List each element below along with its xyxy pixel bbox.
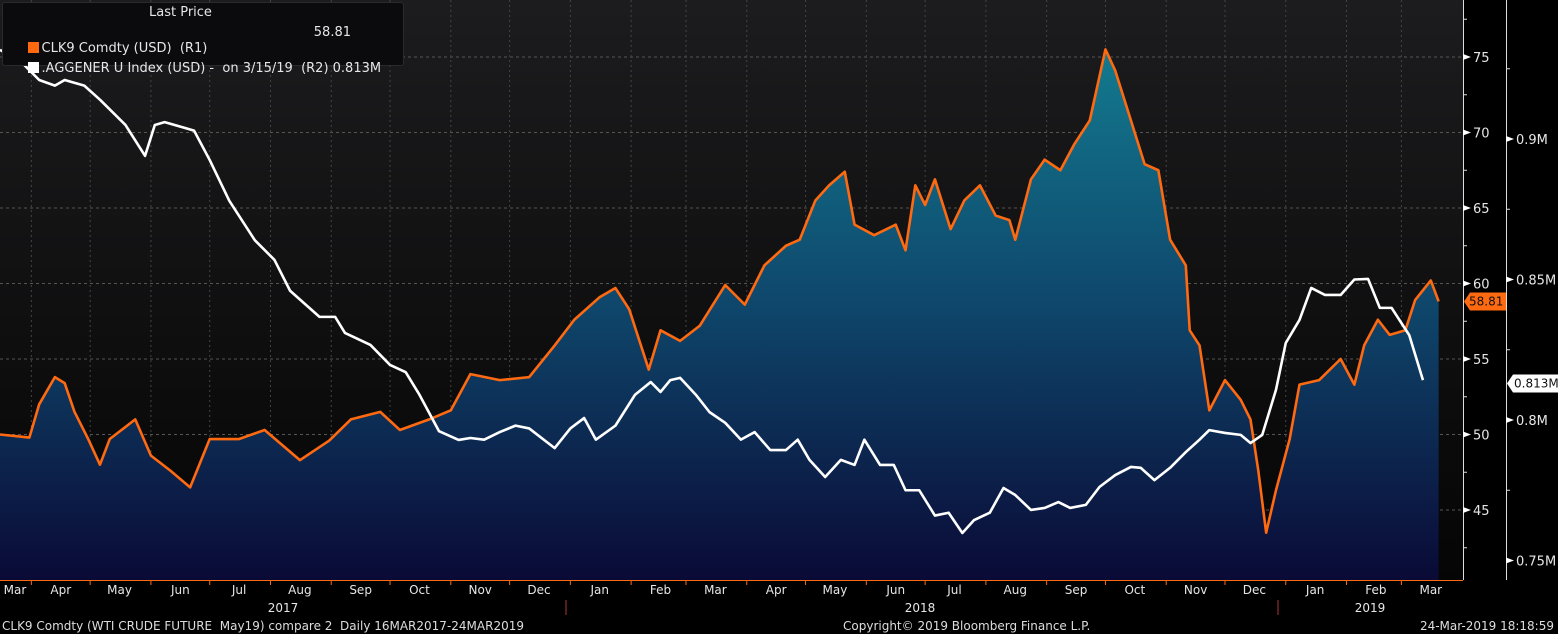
r1-tick-marker (1463, 129, 1471, 136)
r2-tick-marker (1506, 557, 1514, 564)
month-label: Nov (1184, 583, 1207, 597)
r1-tick-label: 75 (1473, 51, 1490, 66)
month-label: Jul (946, 583, 961, 597)
aggener-last-value: 0.813M (1514, 376, 1558, 390)
r1-tick-label: 60 (1473, 278, 1490, 293)
month-label: Mar (4, 583, 27, 597)
month-label: Mar (1419, 583, 1442, 597)
clk9-series-line (0, 48, 1440, 534)
r2-tick-marker (1506, 417, 1514, 423)
month-label: Dec (527, 583, 550, 597)
month-label: Dec (1243, 583, 1266, 597)
month-label: Aug (1004, 583, 1027, 597)
legend-label: CLK9 Comdty (USD) (R1) (41, 41, 208, 56)
r1-tick-label: 50 (1473, 429, 1490, 444)
footer-copyright: Copyright© 2019 Bloomberg Finance L.P. (843, 619, 1091, 633)
year-label: 2019 (1355, 601, 1386, 615)
r2-tick-label: 0.8M (1516, 414, 1548, 429)
orange-swatch-icon (27, 42, 39, 53)
month-label: Mar (704, 583, 727, 597)
month-label: Jun (170, 583, 190, 597)
r1-tick-label: 70 (1473, 127, 1490, 142)
month-label: Jan (1305, 583, 1325, 597)
legend-label: .AGGENER U Index (USD) - on 3/15/19 (R2)… (41, 61, 382, 76)
aggener-last-value-tag (1507, 374, 1558, 393)
legend-item-aggener: .AGGENER U Index (USD) - on 3/15/19 (R2)… (11, 45, 381, 93)
r1-tick-marker (1463, 431, 1471, 438)
r1-tick-marker (1463, 280, 1471, 287)
month-label: Jul (231, 583, 246, 597)
footer-timestamp: 24-Mar-2019 18:18:59 (1419, 619, 1554, 633)
month-label: Feb (1365, 583, 1386, 597)
month-label: Aug (288, 583, 311, 597)
year-label: 2017 (268, 601, 299, 615)
r1-tick-marker (1463, 507, 1471, 513)
aggener-series-line (0, 48, 1425, 535)
month-label: May (107, 583, 132, 597)
month-label: Sep (349, 583, 372, 597)
footer-security-info: CLK9 Comdty (WTI CRUDE FUTURE May19) com… (2, 619, 524, 633)
month-label: Oct (1124, 583, 1145, 597)
clk9-last-value: 58.81 (1469, 294, 1503, 308)
r1-tick-label: 45 (1473, 504, 1490, 519)
r1-tick-marker (1463, 205, 1471, 211)
month-label: Apr (50, 583, 71, 597)
r1-tick-marker (1463, 356, 1471, 362)
legend-header: Last Price (149, 5, 212, 20)
r2-tick-label: 0.9M (1516, 133, 1548, 148)
r2-tick-marker (1506, 136, 1514, 142)
month-label: May (823, 583, 848, 597)
r1-tick-label: 65 (1473, 202, 1490, 217)
month-label: Jun (885, 583, 905, 597)
r1-tick-label: 55 (1473, 353, 1490, 368)
legend: Last Price CLK9 Comdty (USD) (R1) 58.81 … (2, 2, 404, 76)
month-label: Oct (409, 583, 430, 597)
month-label: Feb (650, 583, 671, 597)
r2-tick-marker (1506, 276, 1514, 283)
r1-tick-marker (1463, 54, 1471, 60)
month-label: Jan (590, 583, 610, 597)
month-label: Apr (766, 583, 787, 597)
legend-value: 58.81 (313, 25, 351, 40)
month-label: Sep (1065, 583, 1088, 597)
clk9-last-value-tag (1464, 292, 1506, 311)
r2-tick-label: 0.75M (1516, 555, 1556, 570)
month-label: Nov (468, 583, 491, 597)
clk9-area-fill (0, 49, 1439, 580)
r2-tick-label: 0.85M (1516, 274, 1556, 289)
year-label: 2018 (905, 601, 936, 615)
white-swatch-icon (27, 62, 39, 73)
legend-item-clk9: CLK9 Comdty (USD) (R1) 58.81 (11, 25, 351, 89)
